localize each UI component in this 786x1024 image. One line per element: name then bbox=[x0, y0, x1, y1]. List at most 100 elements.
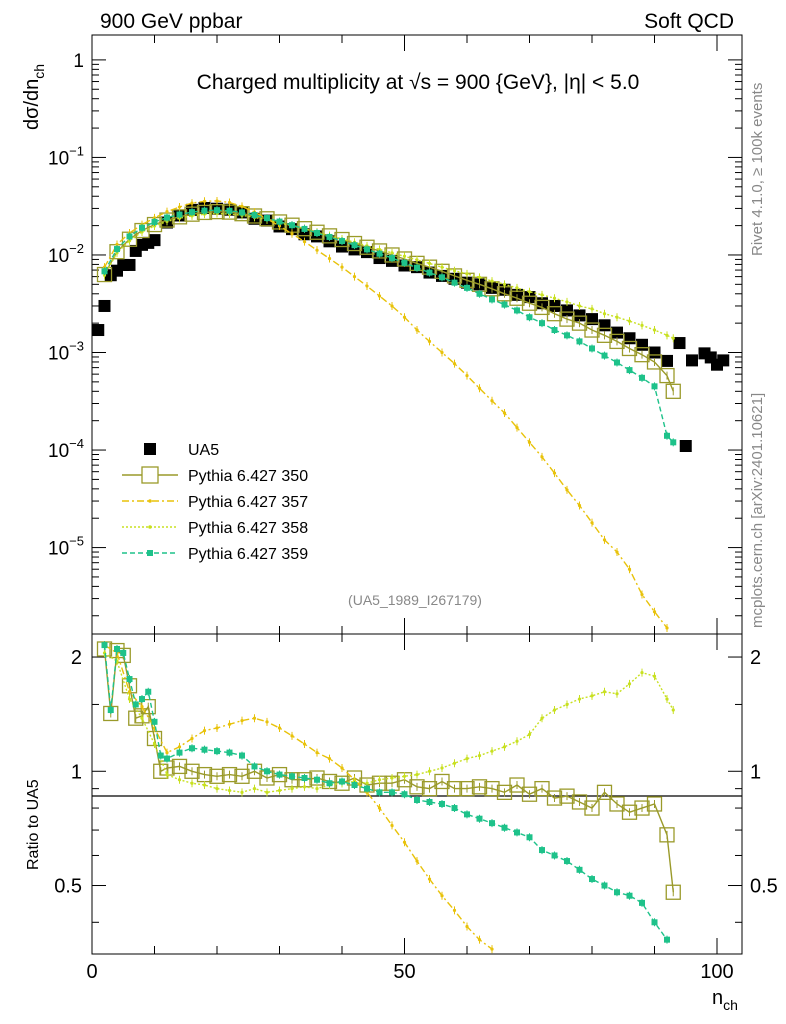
data-point bbox=[534, 780, 550, 797]
legend-label: UA5 bbox=[188, 442, 219, 459]
data-point bbox=[221, 766, 238, 783]
ratio-tick-label: 0.5 bbox=[54, 876, 82, 898]
data-point bbox=[521, 786, 538, 802]
legend-label: Pythia 6.427 357 bbox=[188, 494, 308, 511]
data-point bbox=[598, 319, 611, 332]
data-point bbox=[196, 204, 213, 221]
x-axis-label: nch bbox=[712, 987, 738, 1013]
x-tick-label: 50 bbox=[393, 961, 415, 983]
data-point bbox=[665, 383, 681, 399]
data-point bbox=[596, 784, 613, 800]
data-point bbox=[471, 779, 488, 795]
data-point bbox=[623, 332, 636, 345]
data-point bbox=[409, 779, 425, 795]
analysis-tag: (UA5_1989_I267179) bbox=[348, 592, 482, 608]
series-pythia-6-427-359 bbox=[101, 206, 677, 447]
y-tick-exp: −1 bbox=[69, 143, 84, 158]
y-tick-label: 10−2 bbox=[48, 241, 84, 267]
series-pythia-6-427-350 bbox=[96, 204, 681, 399]
data-point bbox=[234, 768, 250, 784]
data-point bbox=[98, 299, 111, 312]
data-point bbox=[546, 306, 563, 322]
data-point bbox=[484, 780, 500, 797]
legend-label: Pythia 6.427 359 bbox=[188, 546, 308, 563]
legend-entry: Pythia 6.427 357 bbox=[122, 494, 308, 511]
y-tick-label: 10−1 bbox=[48, 143, 84, 169]
legend-entry: UA5 bbox=[144, 442, 219, 459]
data-point bbox=[584, 322, 600, 338]
ratio-tick-label-right: 2 bbox=[750, 647, 761, 669]
data-point bbox=[561, 304, 573, 317]
data-point bbox=[309, 224, 325, 240]
y-tick-label: 1 bbox=[73, 51, 84, 72]
data-point bbox=[259, 211, 275, 227]
legend-marker bbox=[148, 499, 152, 503]
data-point bbox=[659, 367, 675, 384]
data-point bbox=[636, 338, 648, 351]
data-point bbox=[559, 311, 575, 327]
data-point bbox=[621, 340, 638, 357]
series-line bbox=[103, 200, 668, 629]
data-point bbox=[586, 313, 598, 326]
data-point bbox=[573, 309, 586, 322]
series-line bbox=[103, 209, 674, 443]
series-line bbox=[103, 648, 674, 893]
data-point bbox=[571, 794, 588, 810]
data-point bbox=[459, 780, 475, 797]
data-point bbox=[717, 354, 730, 367]
data-point bbox=[559, 788, 575, 804]
ratio-series-pythia-6-427-357 bbox=[102, 641, 494, 954]
y-tick-base: 10 bbox=[48, 344, 69, 365]
x-tick-label: 0 bbox=[86, 961, 97, 983]
header-right: Soft QCD bbox=[644, 10, 734, 33]
y-tick-exp: −3 bbox=[69, 339, 84, 354]
ratio-y-axis-label: Ratio to UA5 bbox=[25, 779, 42, 870]
ratio-series-pythia-6-427-359 bbox=[101, 641, 670, 944]
data-point bbox=[123, 258, 136, 271]
data-point bbox=[609, 796, 625, 812]
data-point bbox=[646, 796, 663, 812]
data-point bbox=[521, 295, 538, 311]
data-point bbox=[665, 884, 681, 900]
y-tick-label: 10−5 bbox=[48, 534, 84, 560]
data-point bbox=[646, 354, 663, 370]
x-tick-label: 100 bbox=[700, 961, 733, 983]
data-point bbox=[548, 299, 561, 312]
ratio-tick-label-right: 0.5 bbox=[750, 876, 778, 898]
y-axis-label: dσ/dnch bbox=[21, 64, 47, 130]
data-point bbox=[596, 327, 613, 343]
y-tick-base: 10 bbox=[48, 539, 69, 560]
chart-title: Charged multiplicity at √s = 900 {GeV}, … bbox=[197, 71, 640, 94]
ratio-series-layer bbox=[96, 641, 681, 954]
ratio-plot-frame bbox=[91, 633, 743, 955]
y-tick-base: 10 bbox=[48, 441, 69, 462]
y-tick-exp: −2 bbox=[69, 241, 84, 256]
data-point bbox=[209, 768, 225, 784]
data-point bbox=[584, 800, 600, 816]
y-tick-exp: −4 bbox=[69, 436, 84, 451]
legend-label: Pythia 6.427 358 bbox=[188, 520, 308, 537]
data-point bbox=[446, 780, 463, 797]
ratio-axis-ticks: 2 2 1 1 0.5 0.5 bbox=[54, 647, 778, 923]
data-point bbox=[661, 354, 673, 367]
series-line bbox=[104, 652, 674, 794]
ratio-series-pythia-6-427-350 bbox=[96, 641, 681, 900]
ratio-series-pythia-6-427-358 bbox=[102, 648, 675, 797]
data-point bbox=[92, 324, 105, 337]
data-point bbox=[648, 346, 661, 359]
series-line bbox=[103, 645, 668, 941]
legend-marker bbox=[141, 466, 159, 484]
y-tick-exp: −5 bbox=[69, 534, 84, 549]
data-point bbox=[334, 231, 350, 248]
data-point bbox=[171, 758, 188, 775]
data-point bbox=[634, 800, 650, 816]
side-text-bottom: mcplots.cern.ch [arXiv:2401.10621] bbox=[749, 393, 766, 628]
data-point bbox=[659, 827, 675, 843]
legend-marker bbox=[147, 550, 153, 556]
legend-entry: Pythia 6.427 359 bbox=[122, 546, 308, 563]
data-point bbox=[184, 763, 200, 779]
ratio-tick-label-right: 1 bbox=[750, 761, 761, 783]
legend-entry: Pythia 6.427 358 bbox=[122, 520, 308, 537]
ratio-tick-label: 2 bbox=[71, 647, 82, 669]
legend-marker bbox=[148, 525, 152, 529]
